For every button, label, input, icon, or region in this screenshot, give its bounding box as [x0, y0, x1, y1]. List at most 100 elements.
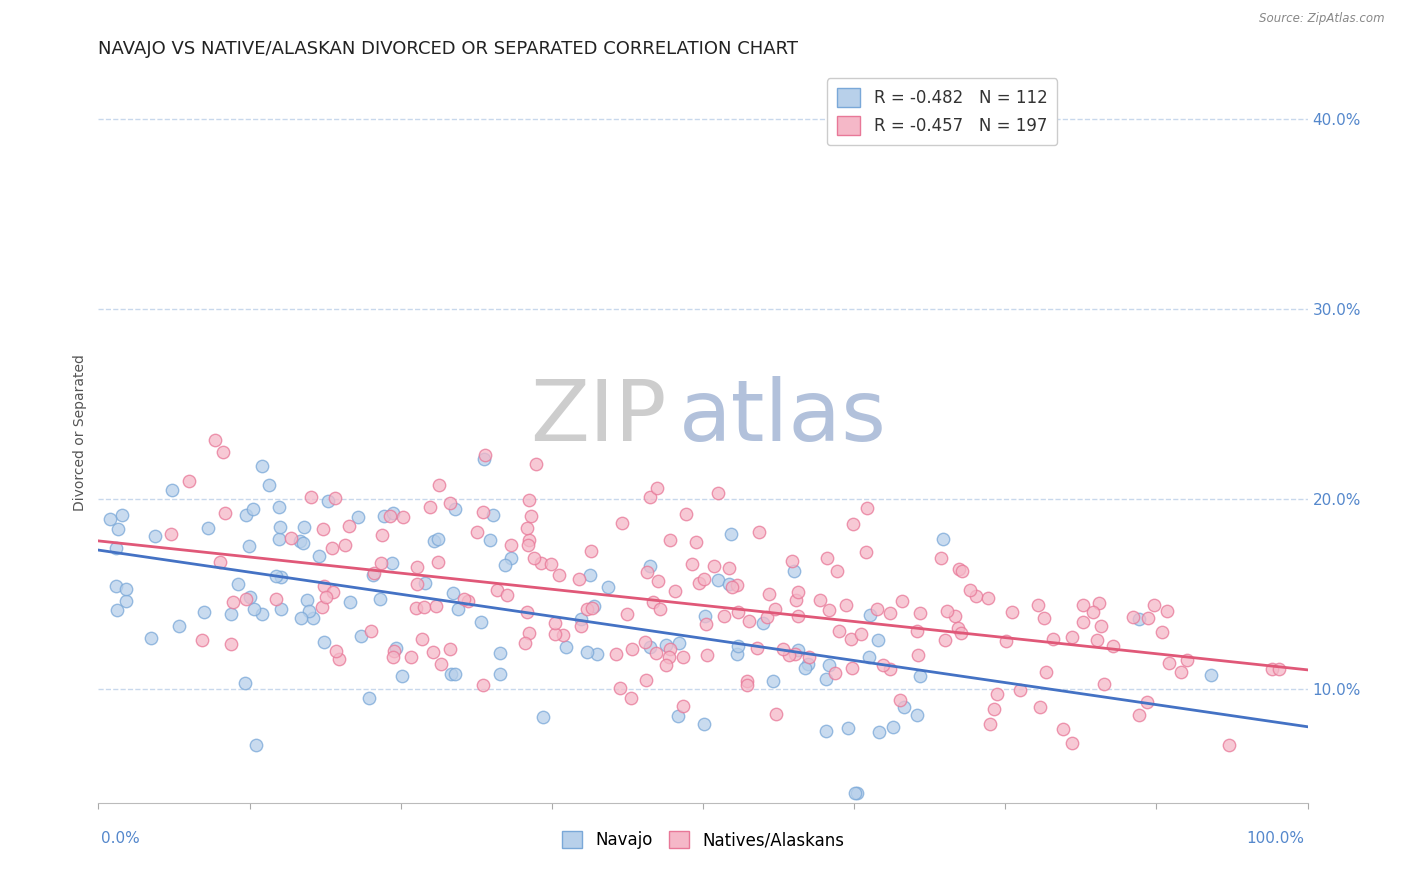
Point [727, 605, 749, 619]
Point [612, 516, 634, 531]
Point [190, 633, 212, 648]
Point [929, 550, 952, 565]
Point [299, 490, 322, 504]
Point [517, 493, 540, 508]
Point [654, 639, 676, 653]
Point [405, 600, 427, 615]
Point [453, 592, 475, 607]
Point [370, 556, 392, 570]
Point [748, 525, 770, 540]
Point [524, 458, 547, 472]
Point [214, 506, 236, 520]
Point [659, 642, 682, 657]
Point [717, 577, 740, 591]
Point [977, 591, 1000, 605]
Point [765, 707, 787, 722]
Point [959, 582, 981, 597]
Point [846, 786, 869, 800]
Point [882, 720, 904, 734]
Point [457, 594, 479, 608]
Point [747, 641, 769, 656]
Point [575, 602, 598, 616]
Point [250, 607, 273, 621]
Point [472, 678, 495, 692]
Point [645, 647, 668, 661]
Point [893, 699, 915, 714]
Point [889, 693, 911, 707]
Point [866, 602, 889, 616]
Point [849, 627, 872, 641]
Point [228, 577, 250, 591]
Text: atlas: atlas [679, 376, 887, 459]
Point [399, 649, 422, 664]
Point [359, 691, 381, 706]
Point [783, 647, 806, 661]
Point [756, 610, 779, 624]
Point [245, 738, 267, 752]
Point [713, 609, 735, 624]
Point [934, 633, 956, 648]
Point [177, 474, 200, 488]
Point [675, 507, 697, 521]
Point [943, 608, 966, 623]
Point [301, 611, 323, 625]
Point [797, 649, 820, 664]
Point [1042, 632, 1064, 647]
Point [907, 708, 929, 723]
Point [879, 606, 901, 620]
Point [1092, 676, 1115, 690]
Point [1170, 665, 1192, 679]
Point [965, 589, 987, 603]
Y-axis label: Divorced or Separated: Divorced or Separated [73, 354, 87, 511]
Point [654, 658, 676, 673]
Point [239, 590, 262, 604]
Point [98, 512, 121, 526]
Point [361, 567, 384, 582]
Point [681, 557, 703, 571]
Point [517, 626, 540, 640]
Point [204, 434, 226, 448]
Point [569, 619, 592, 633]
Point [725, 647, 748, 661]
Point [474, 448, 496, 462]
Point [948, 562, 970, 576]
Point [1081, 605, 1104, 619]
Point [322, 584, 344, 599]
Point [693, 572, 716, 586]
Point [321, 541, 343, 556]
Point [946, 621, 969, 635]
Point [983, 702, 1005, 716]
Point [519, 533, 541, 547]
Point [328, 652, 350, 666]
Point [664, 584, 686, 599]
Point [316, 494, 339, 508]
Point [1085, 632, 1108, 647]
Point [1157, 656, 1180, 670]
Point [859, 608, 882, 623]
Point [553, 628, 575, 642]
Point [292, 535, 315, 549]
Point [547, 568, 569, 582]
Point [312, 634, 335, 648]
Point [233, 676, 256, 690]
Point [1026, 598, 1049, 612]
Point [815, 672, 838, 686]
Point [540, 557, 562, 571]
Point [1090, 618, 1112, 632]
Point [703, 559, 725, 574]
Point [531, 710, 554, 724]
Point [1260, 662, 1282, 676]
Point [797, 657, 820, 672]
Point [891, 594, 914, 608]
Point [115, 594, 138, 608]
Point [250, 458, 273, 473]
Point [422, 645, 444, 659]
Point [636, 565, 658, 579]
Point [763, 602, 786, 616]
Point [425, 599, 447, 613]
Point [269, 519, 291, 533]
Point [288, 534, 311, 549]
Point [986, 687, 1008, 701]
Point [581, 601, 603, 615]
Point [555, 640, 578, 654]
